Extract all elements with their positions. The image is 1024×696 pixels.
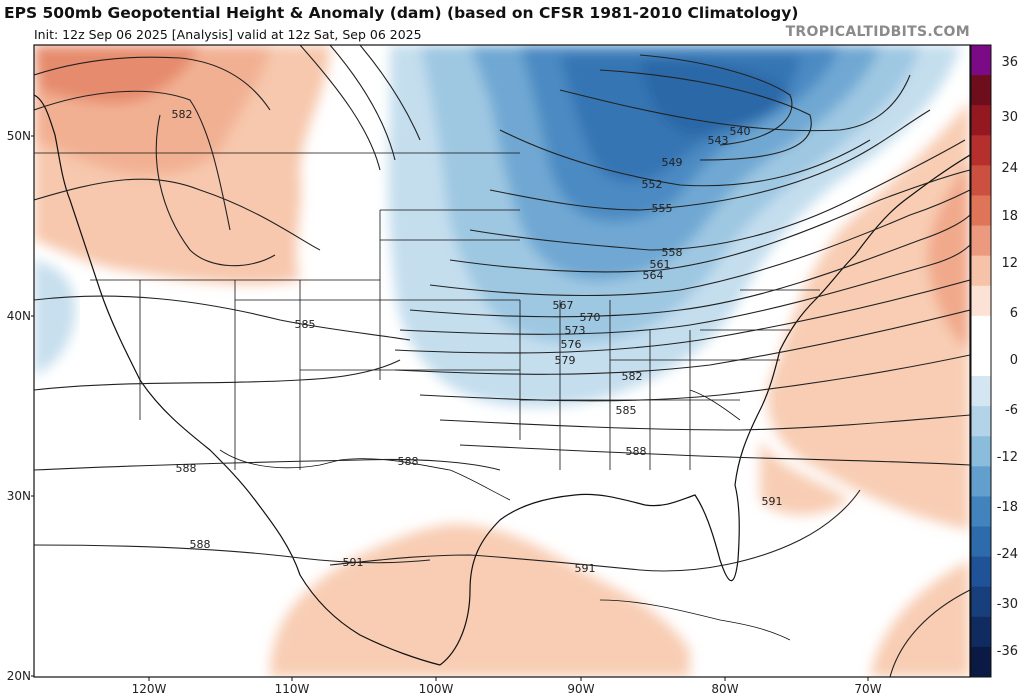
coastlines xyxy=(34,94,970,666)
colorbar-segment xyxy=(971,165,991,196)
map-frame xyxy=(33,44,971,678)
positive-anomaly-west xyxy=(34,45,330,285)
anomaly-colorbar xyxy=(970,44,992,678)
colorbar-segment xyxy=(971,225,991,257)
lon-label: 80W xyxy=(711,682,738,696)
contour-label: 579 xyxy=(555,354,576,367)
colorbar-segment xyxy=(971,135,991,166)
chart-subtitle: Init: 12z Sep 06 2025 [Analysis] valid a… xyxy=(34,27,422,42)
contour-label: 588 xyxy=(176,462,197,475)
contour-label: 552 xyxy=(642,178,663,191)
colorbar-tick: 36 xyxy=(1001,55,1018,70)
contour-label: 549 xyxy=(662,156,683,169)
contour-label: 570 xyxy=(580,311,601,324)
contour-label: 585 xyxy=(616,404,637,417)
contour-label: 591 xyxy=(762,495,783,508)
contour-label: 567 xyxy=(553,299,574,312)
contour-label: 582 xyxy=(172,108,193,121)
colorbar-tick: -18 xyxy=(997,500,1018,515)
contour-label: 564 xyxy=(643,269,664,282)
colorbar-tick: 24 xyxy=(1001,161,1018,176)
contour-label: 573 xyxy=(565,324,586,337)
colorbar-segment xyxy=(971,105,991,136)
negative-anomaly-pacific xyxy=(34,260,76,375)
colorbar-tick: 12 xyxy=(1001,256,1018,271)
contour-label: 555 xyxy=(652,202,673,215)
contour-label: 588 xyxy=(190,538,211,551)
contour-label: 540 xyxy=(730,125,751,138)
colorbar-segment xyxy=(971,586,991,618)
source-watermark: TROPICALTIDBITS.COM xyxy=(785,24,970,40)
colorbar-tick: 18 xyxy=(1001,209,1018,224)
height-contours xyxy=(34,45,970,677)
colorbar-tick: 0 xyxy=(1010,353,1018,368)
colorbar-segment xyxy=(971,526,991,558)
colorbar-segment xyxy=(971,436,991,467)
colorbar-tick: -36 xyxy=(997,644,1018,659)
colorbar-tick: 30 xyxy=(1001,110,1018,125)
colorbar-segment xyxy=(971,406,991,437)
lon-label: 70W xyxy=(854,682,881,696)
lat-label: 50N xyxy=(7,129,31,143)
lat-label: 20N xyxy=(7,669,31,683)
contour-label: 558 xyxy=(662,246,683,259)
colorbar-segment xyxy=(971,466,991,497)
colorbar-segment xyxy=(971,255,991,287)
colorbar-segment xyxy=(971,616,991,648)
colorbar-tick: -24 xyxy=(997,547,1018,562)
negative-anomaly-trough xyxy=(387,45,960,408)
contour-label: 576 xyxy=(561,338,582,351)
lat-label: 30N xyxy=(7,489,31,503)
contour-label: 585 xyxy=(295,318,316,331)
colorbar-segment xyxy=(971,496,991,528)
lon-label: 90W xyxy=(567,682,594,696)
colorbar-segment xyxy=(971,345,991,377)
lon-label: 100W xyxy=(419,682,454,696)
colorbar-labels: 36 30 24 18 12 6 0 -6 -12 -18 -24 -30 -3… xyxy=(997,55,1018,659)
contour-label: 582 xyxy=(622,370,643,383)
positive-anomaly-atlantic xyxy=(760,100,970,530)
contour-label: 591 xyxy=(343,556,364,569)
lon-label: 120W xyxy=(132,682,167,696)
axis-ticks xyxy=(31,135,869,681)
colorbar-segment xyxy=(971,285,991,317)
chart-title: EPS 500mb Geopotential Height & Anomaly … xyxy=(4,4,799,22)
colorbar-segment xyxy=(971,646,991,678)
contour-label: 588 xyxy=(626,445,647,458)
colorbar-segment xyxy=(971,45,991,76)
colorbar-tick: 6 xyxy=(1010,306,1018,321)
colorbar-segment xyxy=(971,376,991,407)
colorbar-tick: -6 xyxy=(1005,403,1018,418)
colorbar-tick: -12 xyxy=(997,450,1018,465)
lat-label: 40N xyxy=(7,309,31,323)
contour-label: 591 xyxy=(575,562,596,575)
lon-label: 110W xyxy=(275,682,310,696)
contour-label: 588 xyxy=(398,455,419,468)
colorbar-tick: -30 xyxy=(997,597,1018,612)
colorbar-segment xyxy=(971,195,991,227)
colorbar-segment xyxy=(971,556,991,588)
colorbar-segment xyxy=(971,315,991,347)
colorbar-segment xyxy=(971,75,991,106)
contour-label: 561 xyxy=(650,258,671,271)
contour-label: 543 xyxy=(708,134,729,147)
colorbar-frame xyxy=(970,44,992,678)
